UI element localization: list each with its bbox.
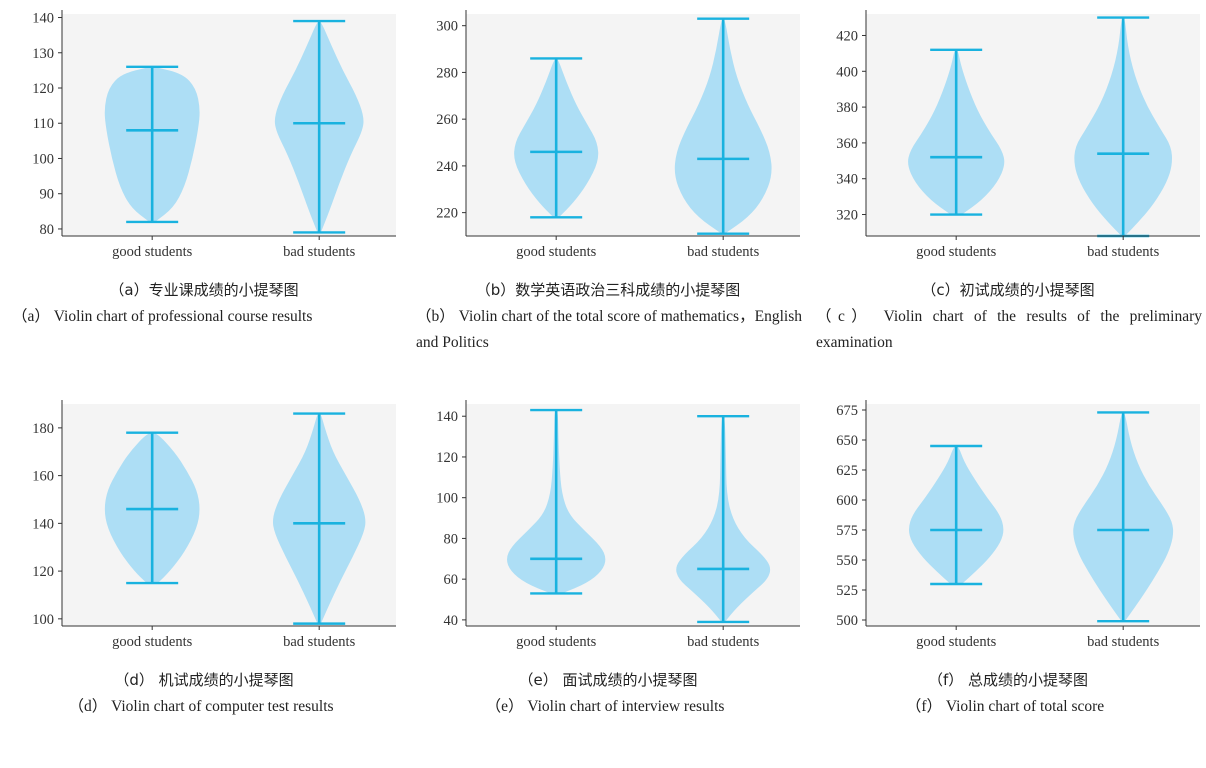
y-tick-label: 500 <box>836 613 858 629</box>
x-tick-label: bad students <box>283 244 355 260</box>
y-tick-label: 360 <box>836 136 858 152</box>
y-tick-label: 100 <box>32 612 54 628</box>
y-tick-label: 575 <box>836 523 858 539</box>
violin-bad-students <box>1073 411 1174 623</box>
caption-en-b: （b） Violin chart of the total score of m… <box>416 307 802 352</box>
violin-bad-students <box>274 19 364 234</box>
y-tick-label: 80 <box>40 222 55 238</box>
y-tick-label: 120 <box>436 450 458 466</box>
panel-b: 220 240 260 280 300 good students bad students… <box>408 8 808 378</box>
violin-chart-e: 40 60 80 100 120 140 good students bad students <box>408 398 808 660</box>
violin-chart-d: 100 120 140 160 180 good students bad students <box>4 398 404 660</box>
y-tick-label: 40 <box>444 613 459 629</box>
violin-svg-a: 80 90 100 110 120 130 140 good students bad stud… <box>32 10 396 260</box>
y-tick-label: 130 <box>32 46 54 62</box>
x-tick-label: good students <box>516 634 597 650</box>
y-tick-label: 140 <box>436 409 458 425</box>
caption-zh-a: （a）专业课成绩的小提琴图 <box>109 281 299 299</box>
panel-d: 100 120 140 160 180 good students bad students… <box>4 398 404 768</box>
y-tick-label: 240 <box>436 159 458 175</box>
y-tick-label: 300 <box>436 19 458 35</box>
y-tick-label: 650 <box>836 433 858 449</box>
y-tick-label: 120 <box>32 81 54 97</box>
y-tick-label: 625 <box>836 463 858 479</box>
panel-c: 320 340 360 380 400 420 good students bad stude… <box>808 8 1206 378</box>
x-tick-label: good students <box>916 634 997 650</box>
caption-zh-e: （e） 面试成绩的小提琴图 <box>518 671 698 689</box>
caption-en-e: （e） Violin chart of interview results <box>485 697 725 715</box>
x-tick-label: good students <box>112 634 193 650</box>
violin-svg-d: 100 120 140 160 180 good students bad students <box>32 400 396 650</box>
violin-svg-e: 40 60 80 100 120 140 good students bad students <box>436 400 800 650</box>
y-tick-label: 180 <box>32 421 54 437</box>
y-tick-label: 100 <box>436 491 458 507</box>
violin-good-students <box>908 48 1005 216</box>
y-tick-label: 120 <box>32 564 54 580</box>
x-tick-label: bad students <box>687 634 759 650</box>
caption-zh-b: （b）数学英语政治三科成绩的小提琴图 <box>475 281 741 299</box>
y-tick-label: 100 <box>32 151 54 167</box>
violin-bad-students <box>272 412 366 625</box>
y-tick-label: 280 <box>436 65 458 81</box>
violin-good-students <box>908 444 1004 586</box>
caption-zh-c: （c）初试成绩的小提琴图 <box>921 281 1095 299</box>
violin-good-students <box>104 65 200 224</box>
y-tick-label: 400 <box>836 64 858 80</box>
violin-chart-b: 220 240 260 280 300 good students bad students <box>408 8 808 270</box>
violin-chart-f: 500 525 550 575 600 625 650 675 good students bad… <box>808 398 1206 660</box>
y-tick-label: 380 <box>836 100 858 116</box>
caption-en-d: （d） Violin chart of computer test result… <box>68 697 334 715</box>
x-tick-label: bad students <box>1087 634 1159 650</box>
y-tick-label: 140 <box>32 11 54 27</box>
caption-en-a: （a） Violin chart of professional course … <box>12 307 313 325</box>
y-tick-label: 80 <box>444 531 459 547</box>
x-tick-label: bad students <box>283 634 355 650</box>
violin-good-students <box>507 408 606 595</box>
x-tick-label: bad students <box>687 244 759 260</box>
violin-good-students <box>514 57 599 219</box>
y-tick-label: 90 <box>40 187 55 203</box>
y-tick-label: 420 <box>836 28 858 44</box>
y-tick-label: 340 <box>836 172 858 188</box>
y-tick-label: 110 <box>33 116 54 132</box>
violin-bad-students <box>676 415 771 624</box>
y-tick-label: 600 <box>836 493 858 509</box>
caption-en-f: （f） Violin chart of total score <box>905 697 1105 715</box>
caption-en-c: （c） Violin chart of the results of the p… <box>816 307 1202 352</box>
caption-zh-f: （f） 总成绩的小提琴图 <box>927 671 1089 689</box>
violin-svg-f: 500 525 550 575 600 625 650 675 good students bad… <box>836 400 1200 650</box>
x-tick-label: good students <box>516 244 597 260</box>
x-tick-label: good students <box>112 244 193 260</box>
y-tick-label: 550 <box>836 553 858 569</box>
caption-zh-d: （d） 机试成绩的小提琴图 <box>114 671 294 689</box>
panel-e: 40 60 80 100 120 140 good students bad students… <box>408 398 808 768</box>
y-tick-label: 525 <box>836 583 858 599</box>
violin-bad-students <box>674 17 772 235</box>
x-tick-label: bad students <box>1087 244 1159 260</box>
panel-a: 80 90 100 110 120 130 140 good students bad stud… <box>4 8 404 378</box>
panel-f: 500 525 550 575 600 625 650 675 good students bad… <box>808 398 1206 768</box>
y-tick-label: 675 <box>836 403 858 419</box>
y-tick-label: 320 <box>836 208 858 224</box>
y-tick-label: 220 <box>436 206 458 222</box>
y-tick-label: 260 <box>436 112 458 128</box>
violin-svg-c: 320 340 360 380 400 420 good students bad stude… <box>836 10 1200 260</box>
violin-chart-a: 80 90 100 110 120 130 140 good students bad stud… <box>4 8 404 270</box>
y-tick-label: 60 <box>444 572 459 588</box>
violin-svg-b: 220 240 260 280 300 good students bad students <box>436 10 800 260</box>
y-tick-label: 160 <box>32 469 54 485</box>
y-tick-label: 140 <box>32 516 54 532</box>
violin-good-students <box>104 431 200 585</box>
x-tick-label: good students <box>916 244 997 260</box>
violin-chart-c: 320 340 360 380 400 420 good students bad stude… <box>808 8 1206 270</box>
